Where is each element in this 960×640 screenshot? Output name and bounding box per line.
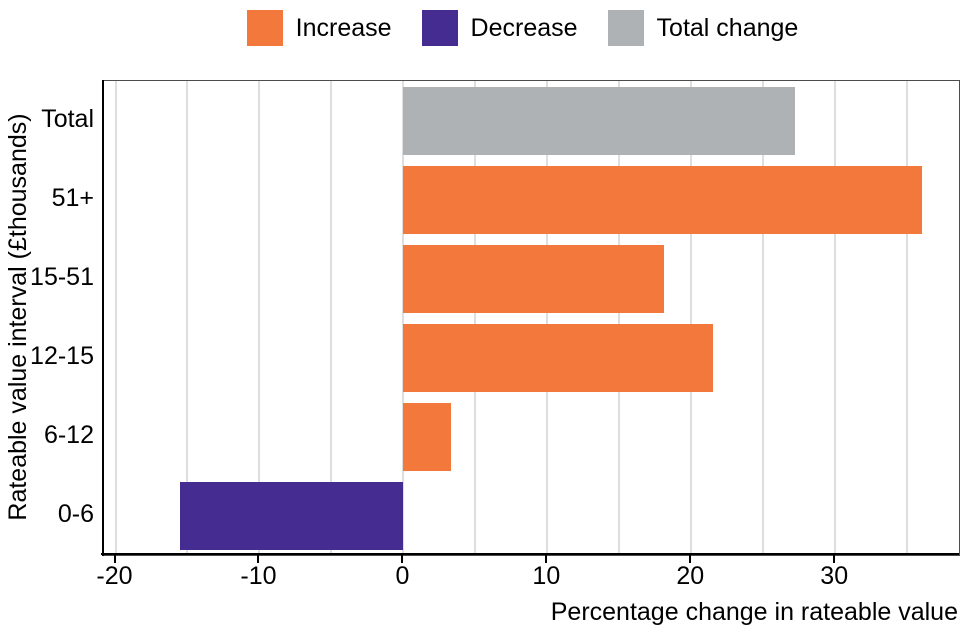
- x-tick: [689, 555, 692, 563]
- x-tick-label: 10: [532, 562, 561, 590]
- x-axis-line: [101, 553, 959, 555]
- legend-item-increase: Increase: [246, 10, 392, 46]
- x-tick-label: 30: [820, 562, 849, 590]
- gridline: [618, 81, 621, 555]
- x-tick: [401, 555, 404, 563]
- bar-51plus: [403, 165, 922, 234]
- gridline: [114, 81, 117, 555]
- gridline: [762, 81, 765, 555]
- legend-label-decrease: Decrease: [470, 13, 578, 42]
- x-tick-label: -20: [96, 562, 133, 590]
- bar-6-12: [403, 402, 451, 471]
- y-axis-line: [102, 80, 104, 556]
- legend-swatch-total-change-icon: [607, 10, 644, 46]
- bar-15-51: [403, 244, 664, 313]
- legend-label-total-change: Total change: [656, 13, 799, 42]
- x-tick: [113, 555, 116, 563]
- y-category-label: 12-15: [30, 342, 94, 370]
- legend-swatch-increase-icon: [246, 10, 283, 46]
- plot-panel: [103, 80, 960, 556]
- x-tick-label: 0: [395, 562, 410, 590]
- legend-label-increase: Increase: [295, 13, 392, 42]
- gridline: [690, 81, 693, 555]
- gridline: [546, 81, 549, 555]
- gridline: [906, 81, 909, 555]
- y-category-label: 51+: [51, 184, 94, 212]
- chart-legend: Increase Decrease Total change: [103, 6, 958, 50]
- bar-0-6: [180, 481, 404, 550]
- gridline: [402, 81, 405, 555]
- gridline: [834, 81, 837, 555]
- y-category-label: 6-12: [43, 421, 94, 449]
- gridline: [258, 81, 261, 555]
- x-tick: [833, 555, 836, 563]
- x-tick: [257, 555, 260, 563]
- gridline: [474, 81, 477, 555]
- x-axis-title: Percentage change in rateable value: [550, 598, 958, 626]
- x-tick: [545, 555, 548, 563]
- x-tick-label: 20: [676, 562, 705, 590]
- y-category-label: 15-51: [30, 263, 94, 291]
- legend-item-decrease: Decrease: [421, 10, 578, 46]
- y-category-label: 0-6: [57, 500, 94, 528]
- y-category-label: Total: [41, 105, 94, 133]
- legend-item-total-change: Total change: [607, 10, 799, 46]
- bar-total: [403, 86, 795, 155]
- gridline: [186, 81, 189, 555]
- x-tick-label: -10: [240, 562, 277, 590]
- legend-swatch-decrease-icon: [421, 10, 458, 46]
- gridline: [330, 81, 333, 555]
- bar-12-15: [403, 323, 713, 392]
